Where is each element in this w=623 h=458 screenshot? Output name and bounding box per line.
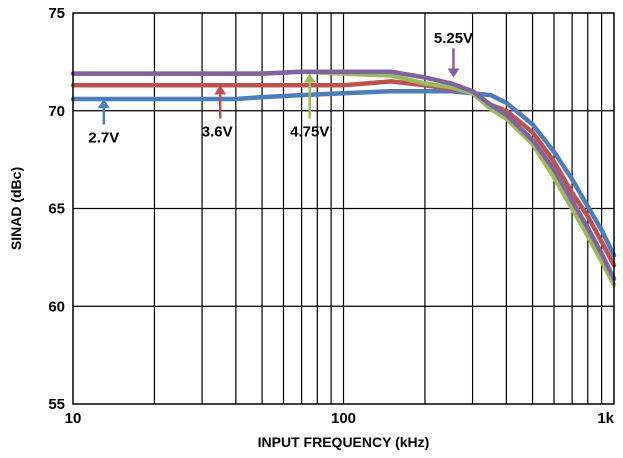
series-annotations: 2.7V 3.6V 4.75V 5.25V [88,30,473,146]
x-tick-label: 10 [65,410,82,427]
series-lines [70,69,617,287]
annotation-arrow-head [97,99,110,109]
annotation-arrow-head [447,68,460,78]
annotation-arrow-head [214,85,227,95]
annotation-label: 2.7V [88,129,119,146]
y-tick-labels: 55 60 65 70 75 [48,5,65,413]
y-tick-label: 60 [48,298,65,315]
x-tick-label: 100 [331,410,356,427]
annotation-label: 3.6V [202,124,233,141]
grid-lines [73,13,614,404]
y-tick-label: 55 [48,396,65,413]
y-tick-label: 70 [48,103,65,120]
x-axis-title: INPUT FREQUENCY (kHz) [258,434,430,450]
x-tick-label: 1k [597,410,614,427]
x-tick-labels: 10 100 1k [65,410,615,427]
plot-frame [72,12,615,405]
annotation-label: 5.25V [434,30,473,47]
annotation-label: 4.75V [290,124,329,141]
series-line-2-7v [70,88,617,258]
y-tick-label: 65 [48,201,65,218]
annotation-arrow-head [303,73,316,83]
series-line-5-25v [70,69,617,282]
y-tick-label: 75 [48,5,65,22]
y-axis-title: SINAD (dBc) [8,167,24,250]
